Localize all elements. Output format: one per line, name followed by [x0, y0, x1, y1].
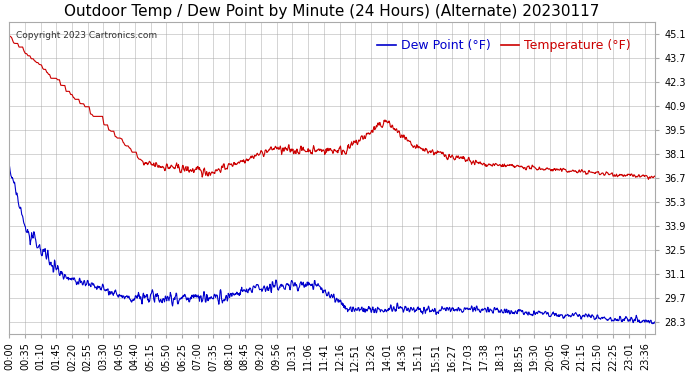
Dew Point (°F): [649, 321, 657, 326]
Text: Copyright 2023 Cartronics.com: Copyright 2023 Cartronics.com: [16, 31, 157, 40]
Temperature (°F): [133, 153, 141, 158]
Dew Point (°F): [651, 320, 660, 324]
Dew Point (°F): [221, 298, 229, 302]
Temperature (°F): [651, 174, 660, 179]
Dew Point (°F): [574, 313, 582, 318]
Temperature (°F): [518, 164, 526, 169]
Temperature (°F): [221, 167, 229, 172]
Temperature (°F): [5, 34, 13, 39]
Dew Point (°F): [133, 296, 141, 300]
Temperature (°F): [433, 150, 441, 155]
Legend: Dew Point (°F), Temperature (°F): Dew Point (°F), Temperature (°F): [372, 34, 636, 57]
Temperature (°F): [574, 170, 582, 174]
Temperature (°F): [644, 177, 653, 182]
Title: Outdoor Temp / Dew Point by Minute (24 Hours) (Alternate) 20230117: Outdoor Temp / Dew Point by Minute (24 H…: [64, 4, 600, 19]
Dew Point (°F): [433, 310, 441, 314]
Dew Point (°F): [5, 163, 13, 167]
Line: Temperature (°F): Temperature (°F): [9, 36, 656, 179]
Dew Point (°F): [518, 309, 526, 314]
Line: Dew Point (°F): Dew Point (°F): [9, 165, 656, 324]
Dew Point (°F): [148, 289, 157, 294]
Temperature (°F): [148, 162, 157, 167]
